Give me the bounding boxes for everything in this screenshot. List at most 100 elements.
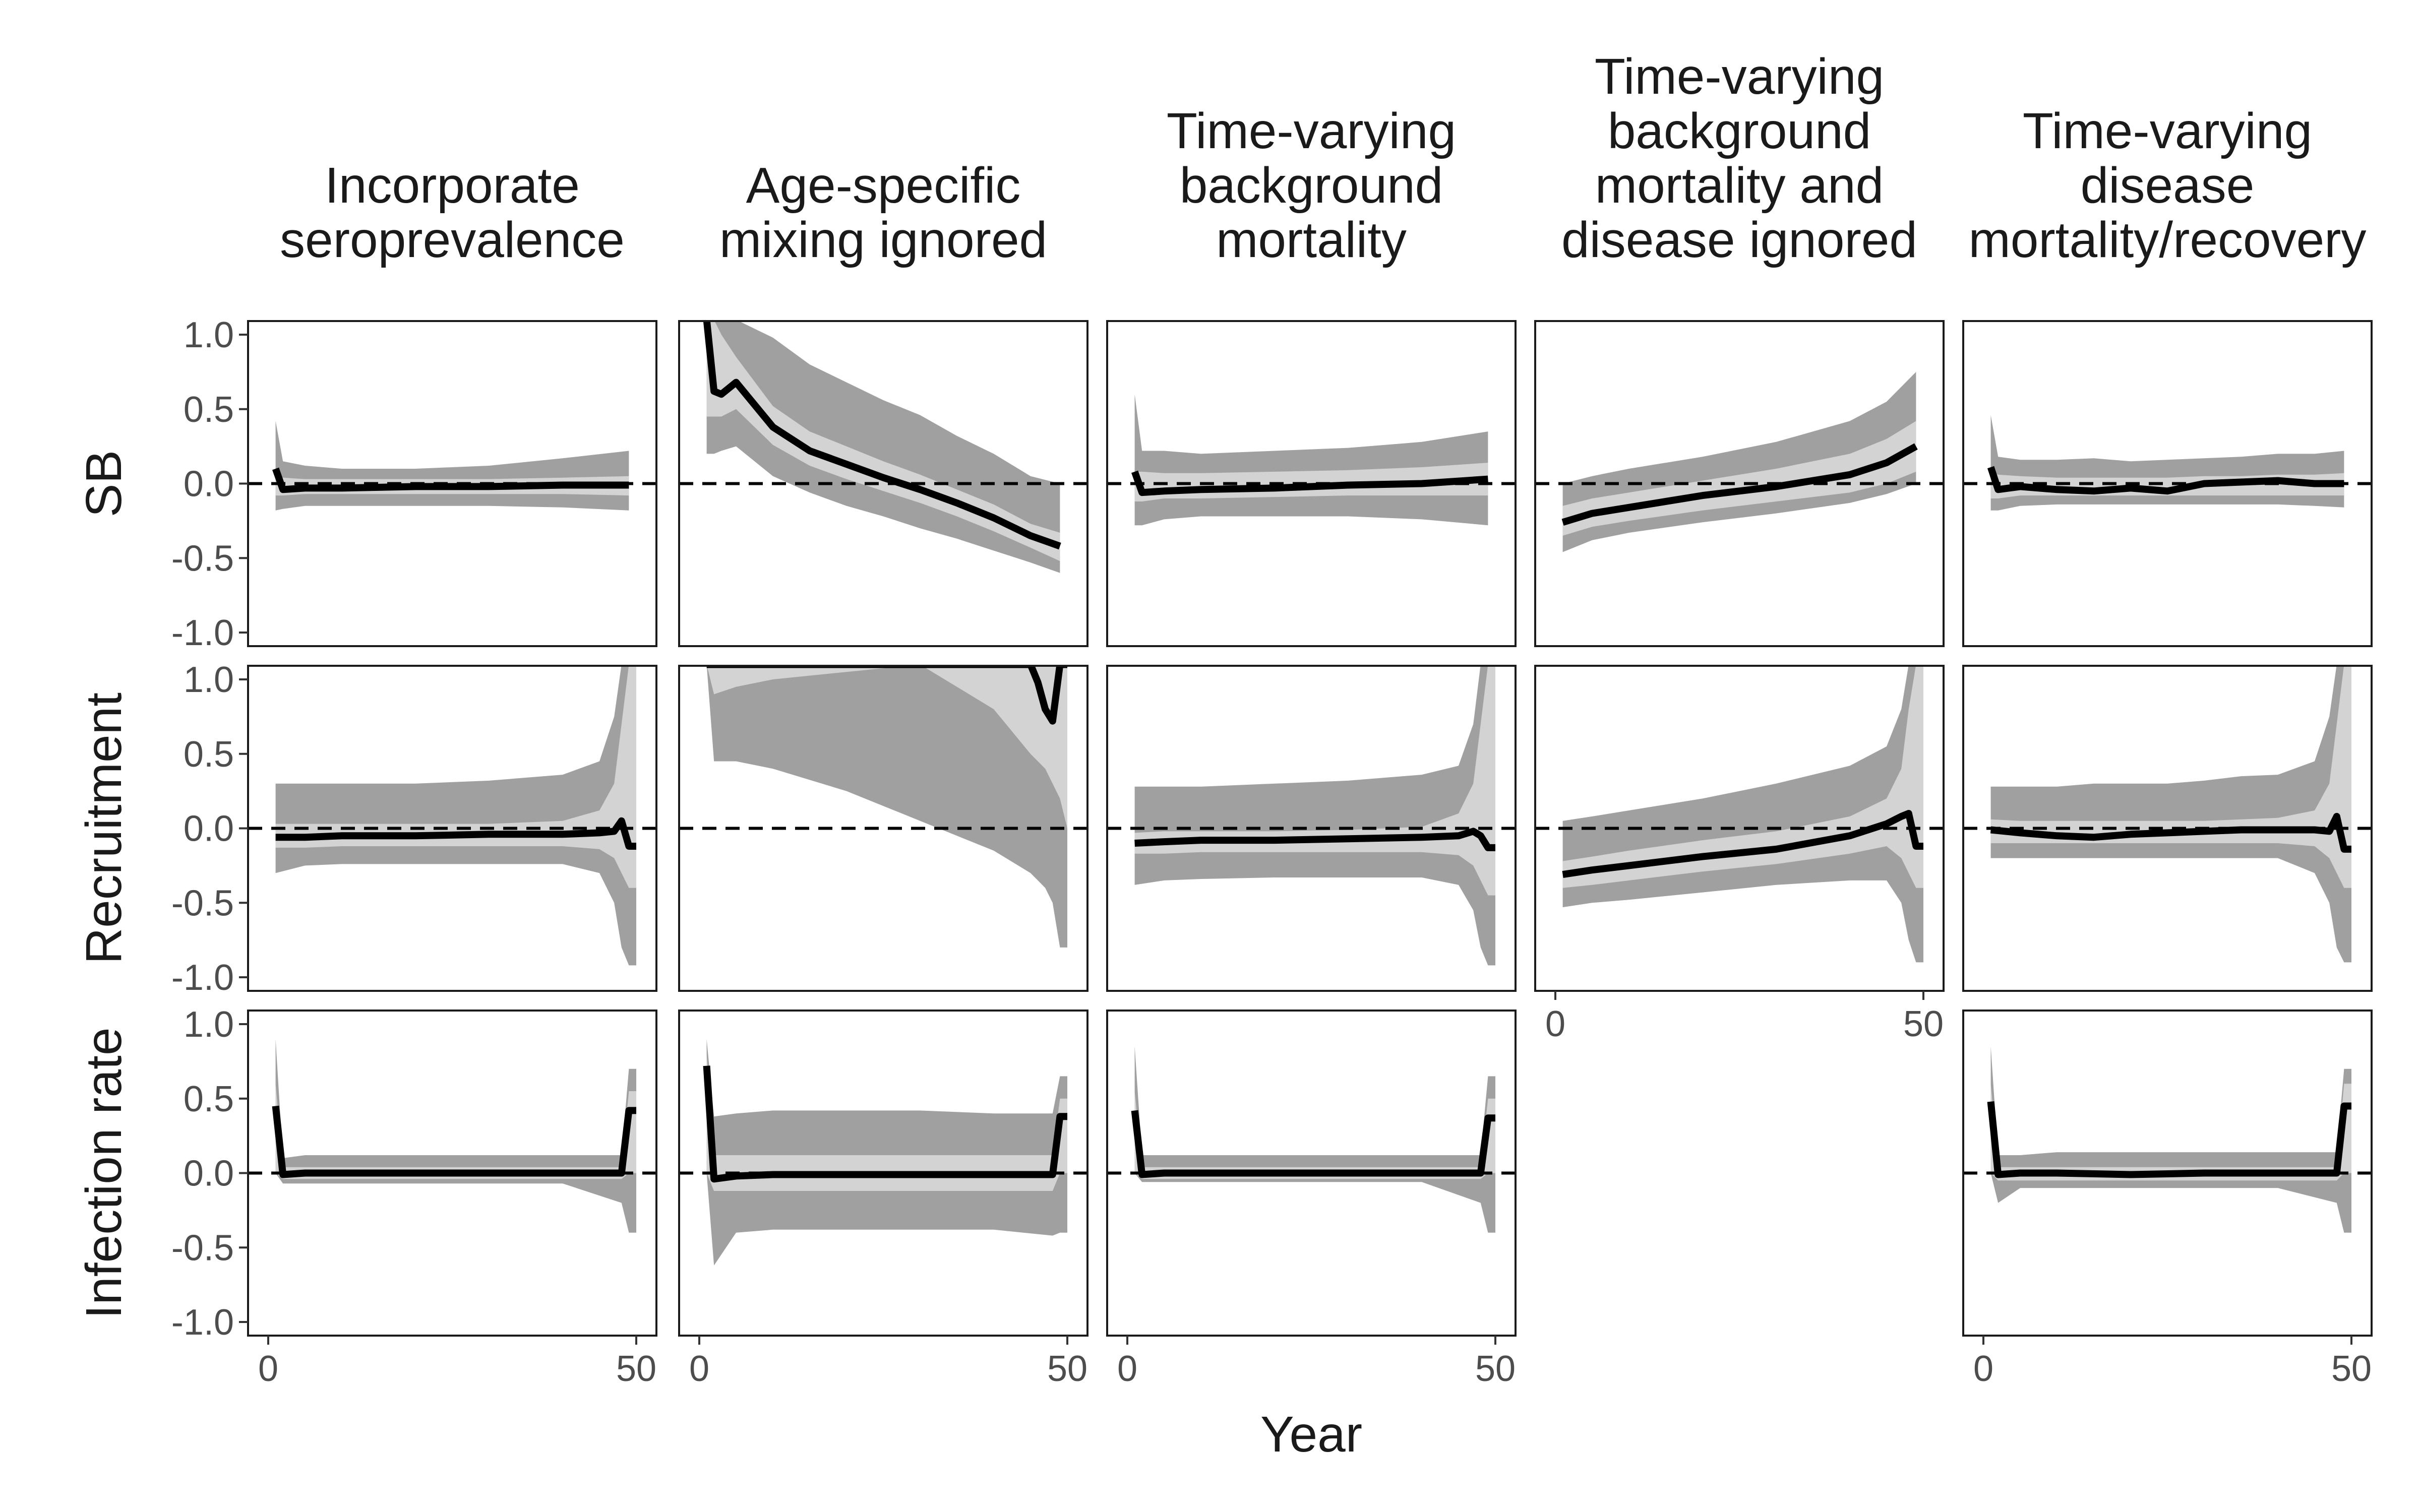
y-tick-label: 0.0 (184, 809, 234, 849)
median-line (1990, 812, 2351, 853)
panel-border (1962, 665, 2373, 992)
outer-interval-band (706, 666, 1067, 948)
panel-plot-area (248, 421, 656, 511)
panel-recruitment-time-varying-disease-mortality-recovery (1962, 665, 2373, 992)
outer-interval-band (1990, 415, 2344, 511)
column-title-line: mortality and (1595, 157, 1884, 214)
column-title-line: mixing ignored (719, 212, 1047, 268)
outer-interval-band (275, 421, 629, 511)
y-tick-label: 1.0 (184, 660, 234, 700)
outer-interval-band (1134, 394, 1488, 526)
panel-infection-rate-time-varying-background-mortality: 0 50 (1106, 1010, 1517, 1389)
outer-interval-band (275, 666, 636, 966)
y-tick-label: 0.0 (184, 1154, 234, 1194)
x-axis-title: Year (1260, 1406, 1362, 1463)
panel-sb-incorporate-seroprevalence: 1.0 0.5 0.0 -0.5 -1.0 (171, 315, 657, 653)
column-title-line: background (1180, 157, 1443, 214)
panel-plot-area (1963, 666, 2372, 963)
panel-recruitment-age-specific-mixing-ignored (678, 665, 1088, 992)
x-tick-label: 0 (1545, 1004, 1565, 1044)
panel-sb-age-specific-mixing-ignored (678, 320, 1088, 647)
y-tick-label: 0.5 (184, 1079, 234, 1119)
y-tick-label: 0.5 (184, 390, 234, 430)
x-tick-label: 0 (689, 1349, 709, 1389)
panel-plot-area (1535, 666, 1944, 963)
x-tick-label: 50 (616, 1349, 656, 1389)
inner-interval-band (275, 1084, 636, 1179)
median-line (272, 467, 629, 493)
panel-plot-area (248, 1039, 656, 1233)
inner-interval-band (706, 321, 1060, 561)
panel-plot-area (1107, 666, 1516, 966)
outer-interval-band (1562, 666, 1923, 963)
y-tick-label: 0.0 (184, 464, 234, 505)
median-line (703, 321, 1061, 550)
panel-border (678, 665, 1088, 992)
y-tick-label: -1.0 (171, 613, 234, 653)
column-title-line: disease ignored (1561, 212, 1917, 268)
y-tick-label: -0.5 (171, 538, 234, 579)
outer-interval-band (1990, 1046, 2351, 1233)
panel-border (1106, 1010, 1517, 1337)
panel-border (1106, 320, 1517, 647)
inner-interval-band (706, 1054, 1067, 1191)
panel-plot-area (1963, 1046, 2372, 1233)
panel-border (1962, 1010, 2373, 1337)
column-title-line: mortality (1216, 212, 1407, 268)
inner-interval-band (1562, 666, 1923, 888)
x-tick-label: 50 (1047, 1349, 1087, 1389)
panel-border (1106, 665, 1517, 992)
median-line (1562, 810, 1923, 878)
outer-interval-band (1134, 666, 1495, 966)
panel-recruitment-incorporate-seroprevalence: 1.0 0.5 0.0 -0.5 -1.0 (171, 660, 657, 998)
column-title-line: seroprevalence (280, 212, 625, 268)
column-title-line: background (1608, 103, 1871, 159)
x-tick-label: 0 (1117, 1349, 1137, 1389)
panel-recruitment-time-varying-background-mortality (1106, 665, 1517, 992)
y-tick-label: -1.0 (171, 958, 234, 998)
panel-sb-time-varying-background-mortality (1106, 320, 1517, 647)
panel-border (1534, 665, 1945, 992)
row-title-recruitment: Recruitment (76, 692, 132, 964)
column-title-line: Age-specific (746, 157, 1021, 214)
panel-plot-area (1963, 415, 2372, 511)
panel-plot-area (679, 321, 1087, 573)
column-title-line: disease (2081, 157, 2255, 214)
median-line (1987, 466, 2344, 495)
y-tick-label: -0.5 (171, 883, 234, 923)
panel-infection-rate-time-varying-disease-mortality-recovery: 0 50 (1962, 1010, 2373, 1389)
panel-plot-area (679, 666, 1087, 948)
column-title-line: mortality/recovery (1968, 212, 2366, 268)
panel-infection-rate-age-specific-mixing-ignored: 0 50 (678, 1010, 1088, 1389)
x-tick-label: 50 (1475, 1349, 1516, 1389)
outer-interval-band (275, 1039, 636, 1233)
column-title-line: Time-varying (1595, 48, 1884, 105)
median-line (272, 1105, 636, 1178)
row-title-sb: SB (76, 450, 132, 517)
panel-border (1534, 320, 1945, 647)
median-line (1987, 1101, 2351, 1178)
column-title-line: Time-varying (2023, 103, 2312, 159)
panel-plot-area (679, 1039, 1087, 1266)
y-tick-label: -0.5 (171, 1228, 234, 1268)
median-line (1134, 828, 1495, 851)
y-tick-label: 0.5 (184, 734, 234, 775)
panel-plot-area (1535, 371, 1944, 552)
panel-sb-time-varying-disease-mortality-recovery (1962, 320, 2373, 647)
outer-interval-band (1134, 1046, 1495, 1233)
x-tick-label: 0 (258, 1349, 278, 1389)
median-line (1561, 443, 1918, 526)
y-tick-label: 1.0 (184, 315, 234, 355)
y-tick-label: -1.0 (171, 1302, 234, 1343)
outer-interval-band (1990, 666, 2351, 963)
median-line (1131, 470, 1488, 496)
panel-infection-rate-incorporate-seroprevalence: 1.0 0.5 0.0 -0.5 -1.0 0 50 (171, 1004, 657, 1389)
panel-border (678, 320, 1088, 647)
x-tick-label: 0 (1973, 1349, 1993, 1389)
median-line (706, 666, 1067, 725)
